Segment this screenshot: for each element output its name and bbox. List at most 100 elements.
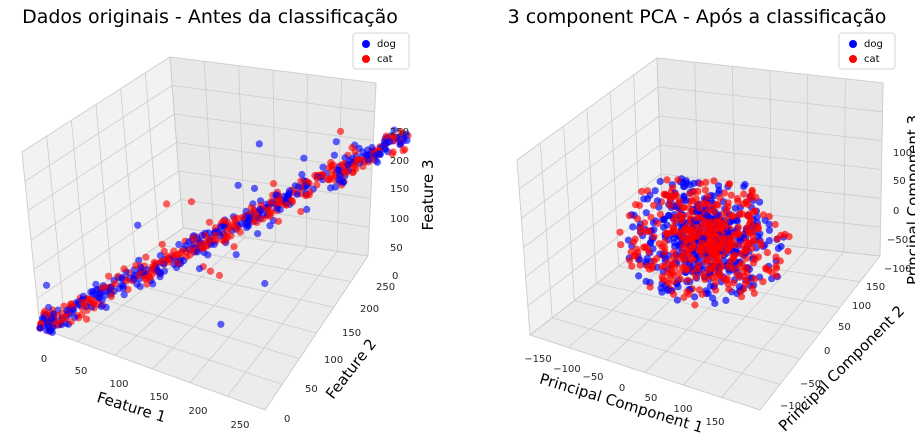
grid-line — [172, 85, 375, 113]
data-point — [215, 271, 224, 280]
data-point — [267, 198, 275, 206]
data-point — [705, 200, 713, 209]
data-point — [736, 273, 744, 281]
data-point — [297, 208, 305, 216]
data-point — [669, 254, 678, 262]
data-point — [680, 204, 688, 212]
data-point — [658, 288, 666, 296]
data-point — [403, 136, 411, 144]
data-point — [765, 237, 773, 245]
scatter-points — [616, 175, 793, 309]
data-point — [724, 234, 733, 242]
data-point — [293, 190, 301, 198]
data-point — [638, 187, 646, 196]
data-point — [288, 197, 296, 205]
data-point — [690, 233, 698, 241]
z-tick: 150 — [390, 184, 409, 195]
data-point — [330, 151, 338, 159]
data-point — [224, 233, 232, 241]
data-point — [725, 180, 734, 188]
data-point — [670, 277, 678, 285]
data-point — [753, 213, 761, 221]
data-point — [731, 251, 739, 259]
z-tick: 100 — [390, 214, 409, 225]
data-point — [680, 293, 688, 302]
data-point — [736, 236, 745, 244]
data-point — [748, 228, 756, 236]
y-tick: −50 — [800, 379, 821, 390]
data-point — [648, 262, 656, 270]
data-point — [772, 272, 781, 280]
data-point — [380, 138, 388, 146]
legend-marker-dog — [362, 40, 370, 48]
grid-line — [227, 251, 338, 397]
data-point — [741, 280, 750, 288]
chart-title: Dados originais - Antes da classificação — [22, 6, 398, 28]
data-point — [354, 156, 362, 164]
data-point — [704, 192, 712, 200]
data-point — [706, 282, 715, 290]
data-point — [234, 181, 242, 189]
data-point — [232, 251, 240, 259]
grid-line — [518, 86, 659, 190]
data-point — [646, 283, 654, 291]
data-point — [716, 194, 724, 202]
legend-label-dog: dog — [864, 39, 883, 50]
x-tick: 0 — [41, 354, 47, 365]
data-point — [715, 186, 723, 194]
data-point — [120, 291, 128, 299]
grid-line — [169, 56, 184, 229]
data-point — [647, 213, 655, 221]
data-point — [42, 281, 51, 289]
data-point — [663, 176, 671, 184]
x-tick: 150 — [705, 417, 724, 428]
data-point — [642, 209, 650, 217]
data-point — [313, 174, 321, 182]
data-point — [234, 214, 242, 222]
grid-line — [367, 82, 377, 257]
data-point — [720, 189, 729, 197]
z-tick: 0 — [893, 206, 899, 217]
data-point — [749, 259, 758, 267]
data-point — [684, 235, 692, 243]
data-point — [691, 301, 699, 309]
data-point — [743, 254, 751, 262]
data-point — [674, 176, 682, 184]
x-tick-labels: −150 −100 −50 0 50 100 150 — [524, 354, 724, 428]
z-tick: 50 — [390, 243, 403, 254]
grid-line — [759, 255, 881, 411]
data-point — [274, 217, 283, 225]
data-point — [636, 261, 644, 269]
data-point — [656, 177, 664, 185]
chart-pca: 3 component PCA - Após a classificação −… — [508, 6, 915, 437]
data-point — [335, 176, 343, 184]
grid-line — [21, 56, 171, 153]
data-point — [669, 290, 678, 298]
data-point — [748, 186, 756, 194]
axes-panes — [21, 56, 377, 411]
data-point — [63, 306, 71, 315]
grid-line — [264, 255, 369, 411]
data-point — [722, 296, 730, 304]
chart-original-data: Dados originais - Antes da classificação… — [21, 6, 437, 431]
data-point — [616, 228, 624, 236]
data-point — [717, 264, 725, 272]
data-point — [631, 252, 639, 260]
data-point — [742, 247, 750, 255]
data-point — [701, 186, 710, 194]
x-tick: 150 — [149, 392, 168, 403]
data-point — [45, 326, 54, 334]
data-point — [671, 190, 679, 198]
data-point — [633, 215, 642, 223]
data-point — [282, 201, 290, 209]
data-point — [765, 226, 774, 234]
data-point — [402, 130, 410, 138]
x-tick-labels: 0 50 100 150 200 250 — [41, 354, 250, 431]
data-point — [759, 211, 768, 219]
data-point — [187, 198, 196, 206]
y-tick: −100 — [780, 401, 807, 412]
data-point — [751, 207, 759, 215]
y-tick: 50 — [838, 322, 851, 333]
z-tick: −100 — [884, 264, 911, 275]
legend-marker-dog — [849, 40, 857, 48]
